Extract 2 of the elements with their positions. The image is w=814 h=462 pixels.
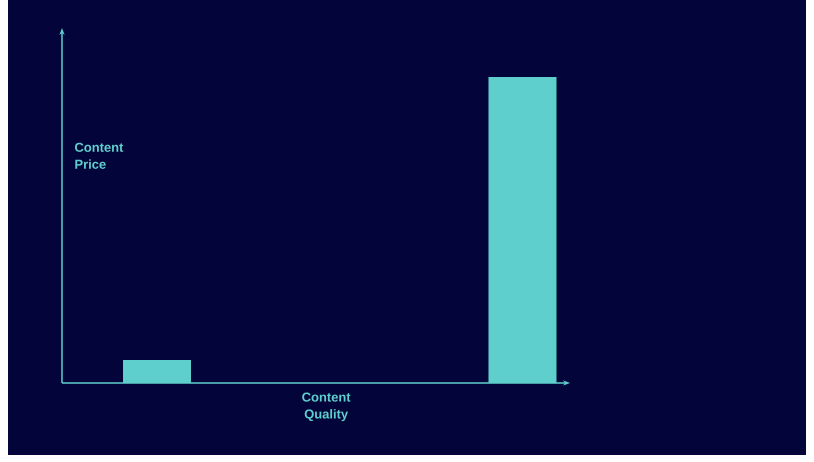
x-axis-title: Content Quality	[302, 392, 350, 422]
y-axis-title: Content Price	[75, 142, 124, 169]
